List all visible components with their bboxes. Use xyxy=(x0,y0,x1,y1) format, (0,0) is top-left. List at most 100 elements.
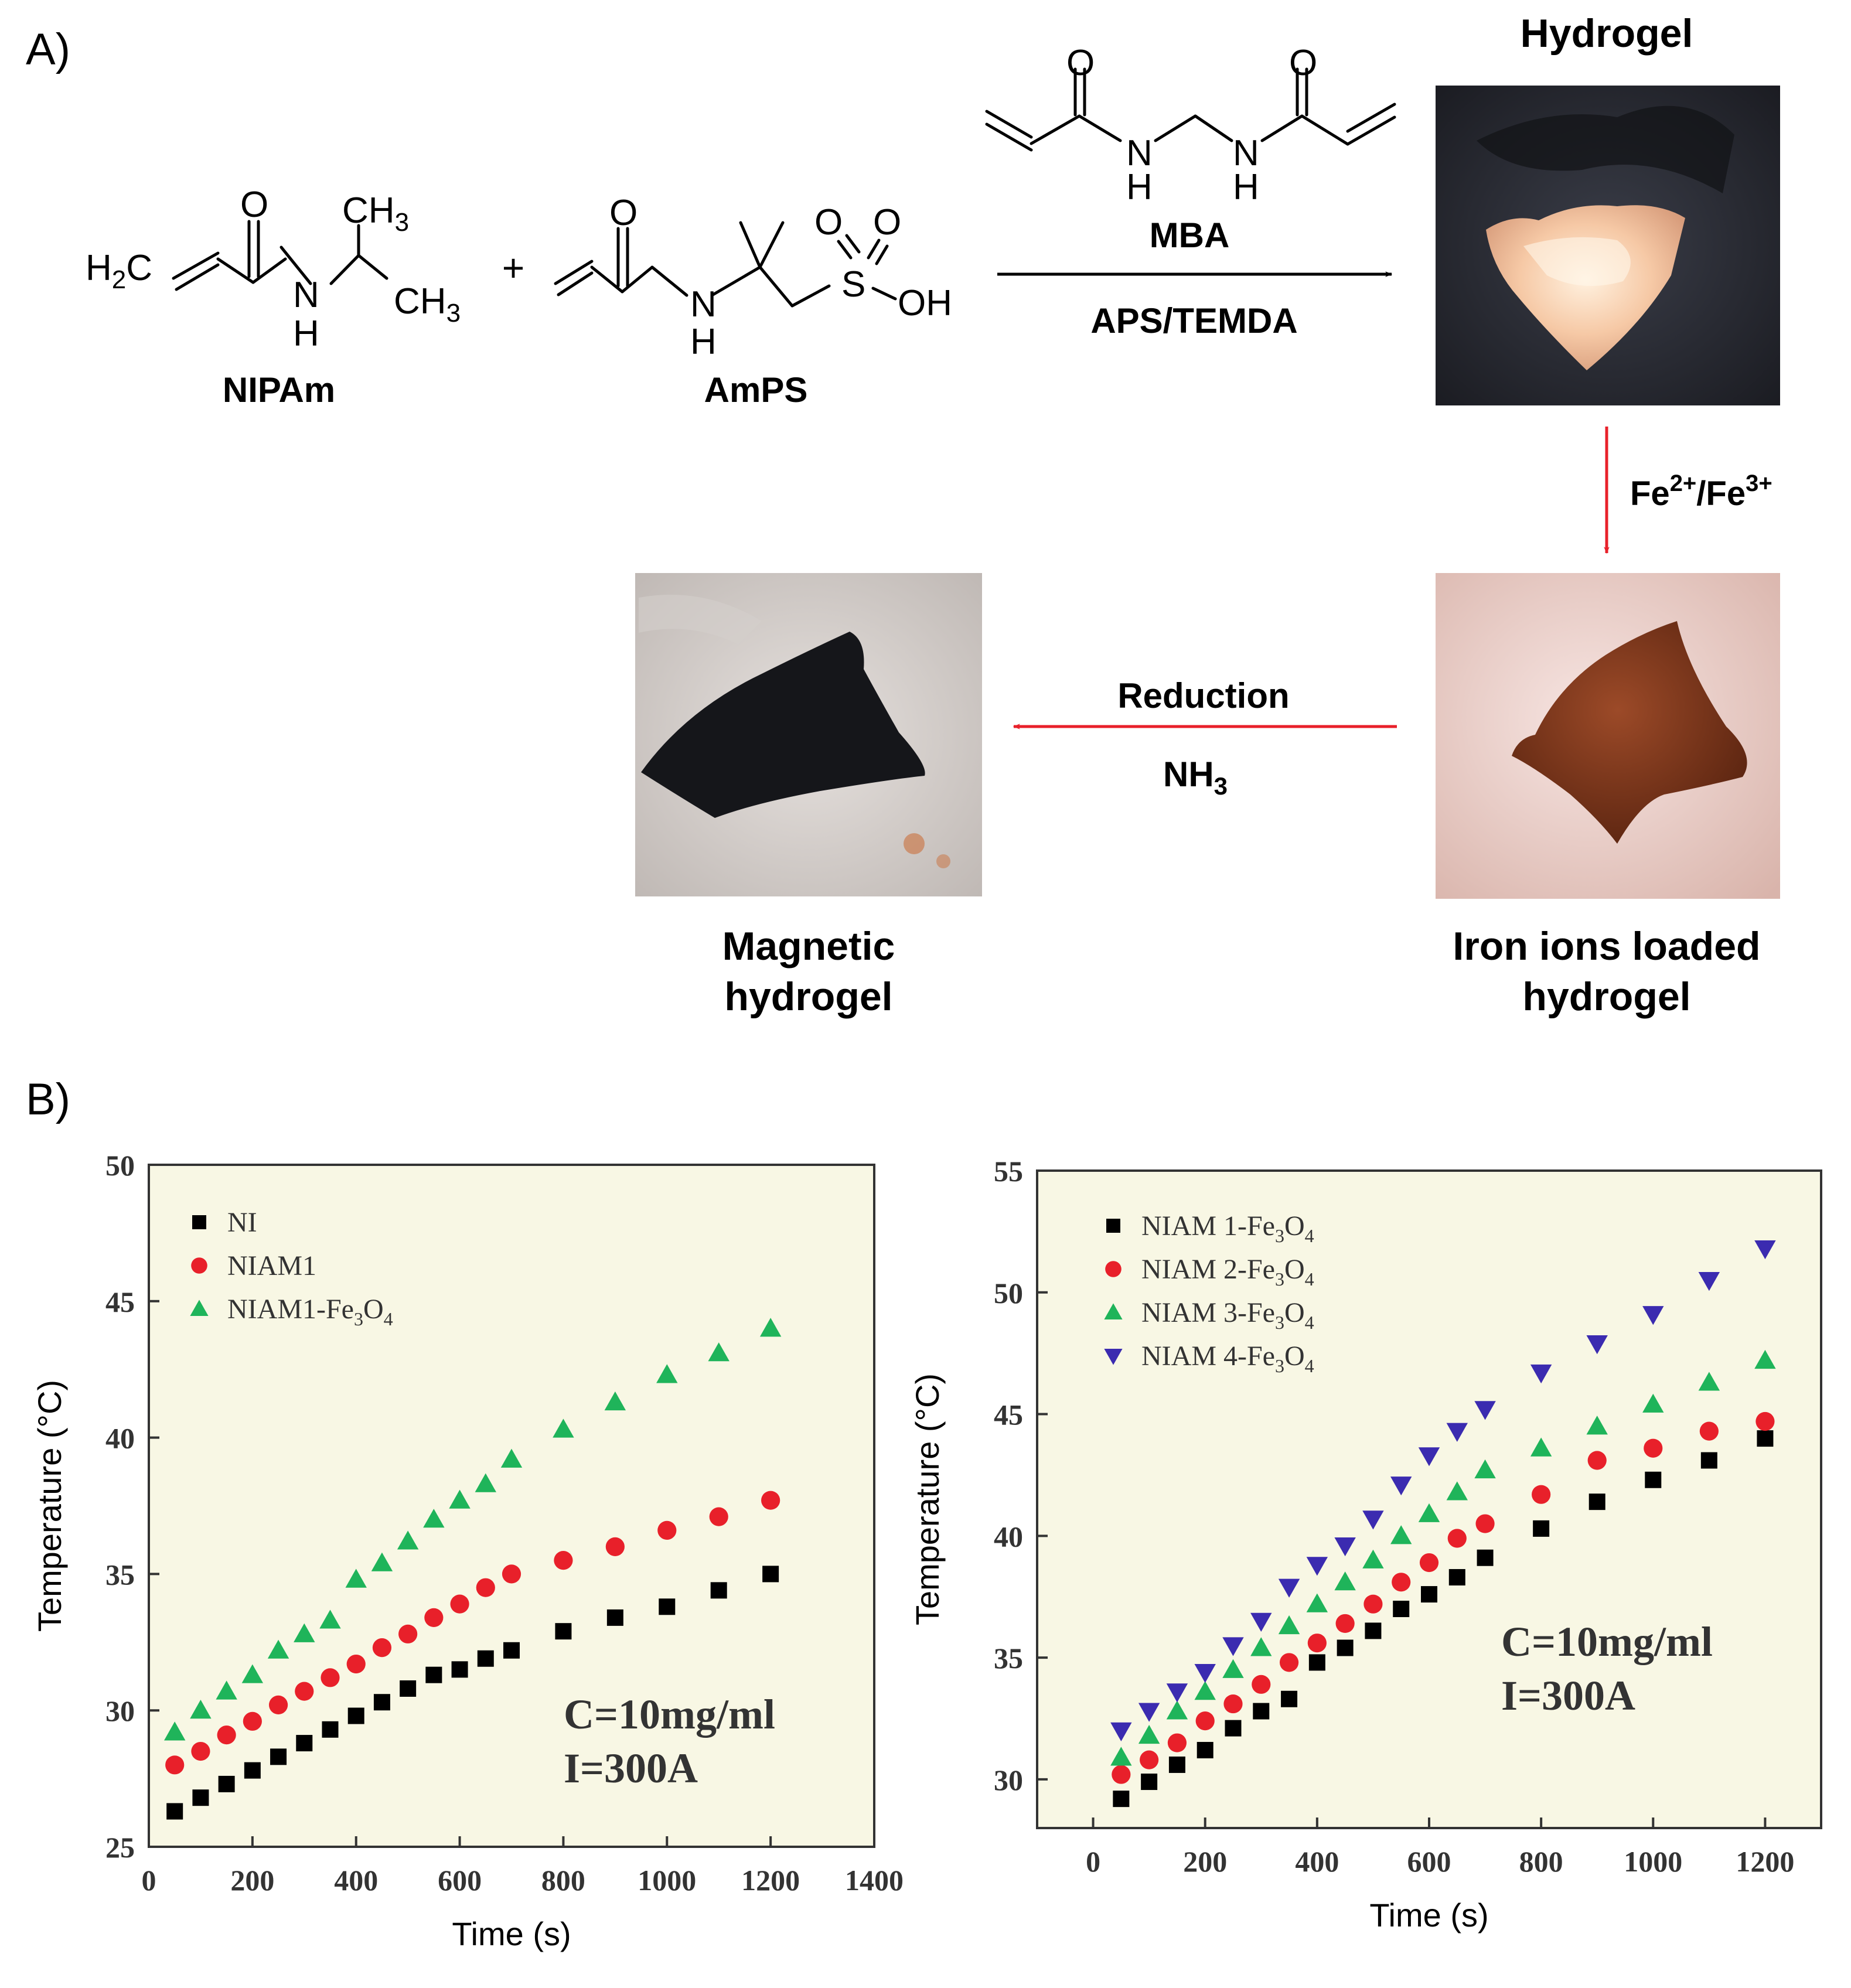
chart1-annotation-1: C=10mg/ml xyxy=(564,1691,775,1738)
iron-loaded-label-line1: Iron ions loaded xyxy=(1453,924,1760,969)
chart2-point-s3 xyxy=(1306,1593,1328,1612)
chart1-point-s3 xyxy=(190,1700,212,1719)
chart2-point-s4 xyxy=(1334,1537,1356,1557)
chart2-xtick-label: 800 xyxy=(1519,1845,1563,1878)
chart1-point-s1 xyxy=(425,1666,442,1683)
chart1-point-s2 xyxy=(476,1578,495,1597)
chart1-xtick-label: 1200 xyxy=(741,1864,800,1897)
chart1-point-s1 xyxy=(503,1642,520,1659)
nipam-h2c: H2C xyxy=(86,248,152,294)
mba-o2: O xyxy=(1289,43,1317,83)
chart1-point-s3 xyxy=(267,1639,289,1659)
chart1-xtick-label: 1400 xyxy=(845,1864,904,1897)
chart2-point-s4 xyxy=(1390,1476,1412,1496)
chart1-legend-marker-1 xyxy=(192,1215,206,1229)
chart1-point-s2 xyxy=(346,1654,366,1674)
chart2-legend-marker-2 xyxy=(1105,1261,1121,1277)
panel-b-label: B) xyxy=(26,1075,70,1124)
chart2-point-s4 xyxy=(1754,1240,1776,1260)
nipam-structure xyxy=(172,220,388,291)
chart2-ytick-label: 30 xyxy=(994,1764,1023,1796)
amps-structure xyxy=(554,221,897,308)
chart2-point-s1 xyxy=(1141,1774,1158,1791)
chart1-point-s2 xyxy=(191,1741,210,1761)
chart1-legend-marker-3 xyxy=(190,1300,209,1316)
chart1-legend-label-2: NIAM1 xyxy=(227,1250,316,1281)
chart1-xtick-label: 0 xyxy=(142,1864,156,1897)
chart2-point-s3 xyxy=(1334,1571,1356,1591)
chart2-ytick-label: 45 xyxy=(994,1399,1023,1431)
chart2-xtick-label: 1000 xyxy=(1624,1845,1682,1878)
chart1-point-s1 xyxy=(606,1609,623,1626)
chart1-point-s3 xyxy=(319,1610,341,1629)
chart2-point-s4 xyxy=(1362,1510,1384,1530)
chart1-point-s1 xyxy=(166,1803,183,1820)
chart1-point-s2 xyxy=(321,1668,340,1687)
chart2-point-s3 xyxy=(1418,1503,1440,1522)
chart1-point-s3 xyxy=(500,1448,523,1468)
chart2-point-s4 xyxy=(1250,1612,1272,1632)
mba-n2: N xyxy=(1233,133,1259,173)
chart2-xtick-label: 200 xyxy=(1183,1845,1227,1878)
chart1-point-s3 xyxy=(164,1721,186,1741)
chart2-point-s2 xyxy=(1112,1765,1131,1784)
chart2-point-s2 xyxy=(1419,1553,1439,1573)
nipam-nh-h: H xyxy=(293,313,319,354)
chart2-point-s4 xyxy=(1278,1578,1300,1598)
chart2-point-s3 xyxy=(1222,1659,1244,1678)
chart2-point-s4 xyxy=(1418,1447,1440,1467)
chart1-point-s1 xyxy=(710,1582,727,1599)
chart2-point-s4 xyxy=(1306,1557,1328,1576)
chart2-ytick-label: 40 xyxy=(994,1520,1023,1553)
chart1-ytick-label: 35 xyxy=(105,1558,135,1591)
chart2-ylabel: Temperature (°C) xyxy=(909,1373,946,1625)
chart2-legend-label-2: NIAM 2-Fe3O4 xyxy=(1141,1254,1314,1290)
chart2-point-s1 xyxy=(1448,1568,1465,1585)
chart1-point-s2 xyxy=(709,1507,728,1526)
chart1-point-s1 xyxy=(347,1707,364,1724)
chart1-point-s3 xyxy=(294,1623,315,1642)
chart2-point-s3 xyxy=(1390,1525,1412,1544)
chart1-point-s1 xyxy=(555,1623,572,1640)
mba-structure xyxy=(985,67,1396,152)
chart2-point-s3 xyxy=(1446,1481,1468,1501)
chart1-point-s1 xyxy=(400,1680,417,1697)
chart2-point-s2 xyxy=(1532,1485,1551,1504)
chart2-point-s1 xyxy=(1337,1639,1354,1656)
chart1-point-s3 xyxy=(449,1489,471,1509)
chart2-point-s3 xyxy=(1586,1416,1608,1435)
fe-label: Fe2+/Fe3+ xyxy=(1630,470,1772,513)
chart1-ytick-label: 50 xyxy=(105,1149,135,1182)
iron-loaded-label-line2: hydrogel xyxy=(1522,974,1690,1019)
chart1-plot-area xyxy=(148,1164,875,1848)
chart2-point-s1 xyxy=(1588,1493,1605,1510)
chart2-point-s2 xyxy=(1699,1421,1719,1441)
chart2-point-s3 xyxy=(1362,1549,1384,1568)
chart2-legend-label-1: NIAM 1-Fe3O4 xyxy=(1141,1210,1314,1246)
chart1-point-s1 xyxy=(477,1650,494,1667)
amps-sulfur: S xyxy=(841,264,865,305)
mba-h2: H xyxy=(1233,167,1259,207)
chart1-point-s3 xyxy=(656,1364,678,1383)
chart1-point-s1 xyxy=(451,1661,468,1678)
chart2-point-s1 xyxy=(1308,1654,1325,1671)
chart2-point-s3 xyxy=(1110,1747,1132,1766)
chart2-annotation-2: I=300A xyxy=(1501,1672,1635,1719)
chart1-xtick-label: 400 xyxy=(334,1864,378,1897)
chart2-point-s1 xyxy=(1253,1703,1270,1720)
chart2-xtick-label: 400 xyxy=(1295,1845,1339,1878)
amps-name: AmPS xyxy=(704,370,808,410)
chart2-ytick-label: 55 xyxy=(994,1155,1023,1188)
nipam-ch3-top: CH3 xyxy=(342,190,409,237)
chart1-ytick-label: 30 xyxy=(105,1694,135,1727)
chart2-point-s4 xyxy=(1474,1401,1496,1420)
chart1-point-s2 xyxy=(657,1520,677,1540)
amps-nh-h: H xyxy=(690,322,717,362)
chart2-xtick-label: 600 xyxy=(1407,1845,1451,1878)
chart2-point-s1 xyxy=(1421,1586,1437,1603)
chart1-point-s3 xyxy=(423,1509,445,1528)
chart2-point-s2 xyxy=(1587,1451,1607,1470)
nipam-n: N xyxy=(293,275,319,315)
